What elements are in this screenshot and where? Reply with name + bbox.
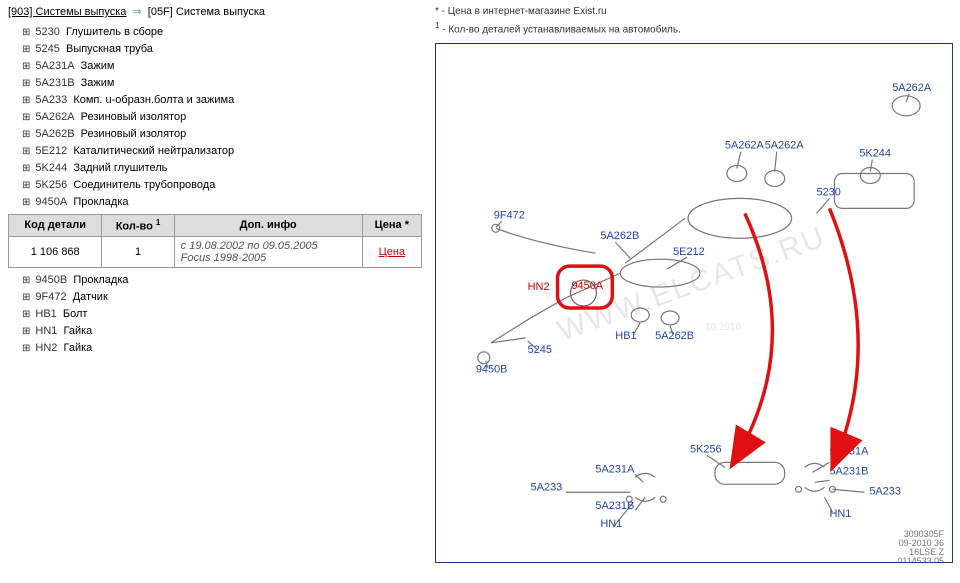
tree-item[interactable]: 5A231B Зажим [22, 75, 422, 92]
left-panel: [903] Системы выпуска ⇒ [05F] Система вы… [0, 0, 430, 568]
note-qty: 1 - Кол-во деталей устанавливаемых на ав… [435, 19, 955, 37]
th-code: Код детали [9, 215, 102, 237]
price-link[interactable]: Цена [379, 246, 405, 258]
cell-info: с 19.08.2002 по 09.05.2005Focus 1998-200… [174, 236, 362, 267]
part-label[interactable]: 9450A [571, 280, 603, 292]
tree-item[interactable]: 5E212 Каталитический нейтрализатор [22, 143, 422, 160]
part-label[interactable]: 5A262A [892, 82, 932, 94]
tree-item[interactable]: HN2 Гайка [22, 340, 422, 357]
breadcrumb-parent[interactable]: [903] Системы выпуска [8, 6, 126, 18]
breadcrumb-current: [05F] Система выпуска [148, 6, 265, 18]
tree-item[interactable]: 5K256 Соединитель трубопровода [22, 177, 422, 194]
tree-item[interactable]: 5A262A Резиновый изолятор [22, 109, 422, 126]
tree-item[interactable]: 5A262B Резиновый изолятор [22, 126, 422, 143]
parts-table: Код детали Кол-во 1 Доп. инфо Цена * 1 1… [8, 214, 422, 268]
part-label[interactable]: HB1 [615, 330, 636, 342]
tree-item[interactable]: 9450A Прокладка [22, 194, 422, 211]
part-label[interactable]: HN1 [600, 518, 622, 530]
cell-qty: 1 [102, 236, 174, 267]
exhaust-diagram: WWW.ELCATS.RU 10.2016 [435, 43, 953, 563]
part-label[interactable]: HN2 [528, 281, 550, 293]
part-label[interactable]: 5A262B [655, 330, 694, 342]
part-label[interactable]: 5A233 [869, 486, 901, 498]
part-label[interactable]: 5E212 [673, 247, 705, 259]
part-label[interactable]: 5K244 [859, 148, 891, 160]
tree-item[interactable]: 9F472 Датчик [22, 289, 422, 306]
part-label[interactable]: 5A233 [531, 482, 563, 494]
tree-item[interactable]: HB1 Болт [22, 306, 422, 323]
footnotes: * - Цена в интернет-магазине Exist.ru 1 … [435, 5, 955, 37]
breadcrumb-arrow: ⇒ [129, 6, 144, 18]
th-info: Доп. инфо [174, 215, 362, 237]
part-label[interactable]: 5K256 [690, 444, 722, 456]
tree-item[interactable]: HN1 Гайка [22, 323, 422, 340]
table-row: 1 106 868 1 с 19.08.2002 по 09.05.2005Fo… [9, 236, 422, 267]
breadcrumb: [903] Системы выпуска ⇒ [05F] Система вы… [8, 5, 422, 18]
cell-part: 1 106 868 [9, 236, 102, 267]
part-label[interactable]: 5245 [528, 344, 552, 356]
part-label[interactable]: HN1 [829, 508, 851, 520]
schematic-lines [478, 94, 920, 527]
part-label[interactable]: 5230 [817, 187, 841, 199]
callout-arrow [829, 209, 858, 463]
tree-item[interactable]: 5A233 Комп. u-образн.болта и зажима [22, 92, 422, 109]
tree-item[interactable]: 5A231A Зажим [22, 58, 422, 75]
part-label[interactable]: 5A262A [765, 140, 805, 152]
tree-item[interactable]: 5K244 Задний глушитель [22, 160, 422, 177]
part-label[interactable]: 5A262B [600, 231, 639, 243]
footer-4: 0114533 05 [897, 556, 944, 562]
right-panel: * - Цена в интернет-магазине Exist.ru 1 … [430, 0, 960, 568]
th-price: Цена * [362, 215, 421, 237]
th-qty: Кол-во 1 [102, 215, 174, 237]
parts-tree-top: 5230 Глушитель в сборе5245 Выпускная тру… [8, 24, 422, 211]
part-label[interactable]: 5A262A [725, 140, 765, 152]
tree-item[interactable]: 9450B Прокладка [22, 272, 422, 289]
part-label[interactable]: 5A231A [595, 464, 635, 476]
tree-item[interactable]: 5245 Выпускная труба [22, 41, 422, 58]
diagram-svg: WWW.ELCATS.RU 10.2016 [436, 44, 952, 562]
tree-item[interactable]: 5230 Глушитель в сборе [22, 24, 422, 41]
cell-price: Цена [362, 236, 421, 267]
part-label[interactable]: 5A231B [829, 466, 868, 478]
parts-tree-bottom: 9450B Прокладка9F472 ДатчикHB1 БолтHN1 Г… [8, 272, 422, 357]
note-price: * - Цена в интернет-магазине Exist.ru [435, 5, 955, 19]
part-label[interactable]: 5A231B [595, 501, 634, 513]
part-label[interactable]: 9450B [476, 364, 508, 376]
watermark-date: 10.2016 [705, 322, 741, 333]
part-label[interactable]: 9F472 [494, 210, 525, 222]
